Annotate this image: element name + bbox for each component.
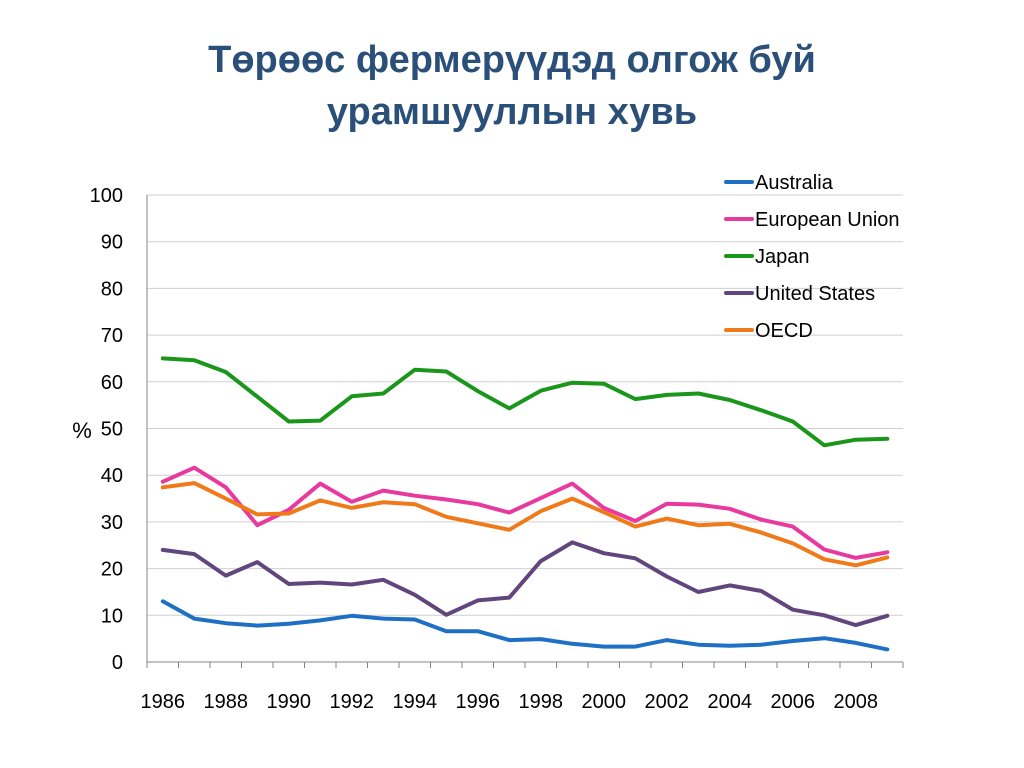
- legend-label: Japan: [755, 246, 810, 268]
- slide-title: Төрөөс фермерүүдэд олгож буй урамшууллын…: [0, 34, 1024, 138]
- y-tick-label: 20: [101, 559, 123, 581]
- x-tick-label: 1998: [519, 691, 564, 713]
- y-tick-label: 80: [101, 278, 123, 300]
- series-line-oecd: [160, 481, 890, 568]
- legend-label: Australia: [755, 172, 834, 194]
- x-axis-ticks: 1986 1988 1990 1992 1994 1996 1998 2000 2002 2004…: [141, 691, 879, 713]
- y-tick-label: 40: [101, 465, 123, 487]
- x-tick-label: 1994: [393, 691, 438, 713]
- y-tick-label: 70: [101, 325, 123, 347]
- series-line-japan: [160, 356, 890, 448]
- series-lines: [160, 356, 890, 652]
- x-tick-label: 1986: [141, 691, 186, 713]
- x-tick-label: 2002: [645, 691, 690, 713]
- legend-label: OECD: [755, 320, 813, 342]
- x-tick-label: 2008: [834, 691, 879, 713]
- y-tick-label: 30: [101, 512, 123, 534]
- y-tick-label: 60: [101, 372, 123, 394]
- y-axis-label: %: [72, 418, 92, 443]
- y-axis-ticks: 0 10 20 30 40 50 60 70 80 90 100: [90, 185, 123, 674]
- gridlines: [146, 194, 904, 668]
- y-tick-label: 0: [112, 652, 123, 674]
- legend-label: European Union: [755, 209, 900, 231]
- series-line-united-states: [160, 540, 890, 628]
- x-tick-label: 1988: [204, 691, 249, 713]
- y-tick-label: 10: [101, 605, 123, 627]
- series-line-australia: [160, 599, 890, 652]
- x-tick-label: 1996: [456, 691, 501, 713]
- legend: Australia European Union Japan United State…: [724, 172, 900, 342]
- x-tick-label: 1992: [330, 691, 375, 713]
- x-tick-label: 1990: [267, 691, 312, 713]
- y-tick-label: 50: [101, 419, 123, 441]
- slide-title-line-1: Төрөөс фермерүүдэд олгож буй: [208, 39, 816, 81]
- x-tick-label: 2000: [582, 691, 627, 713]
- x-tick-label: 2006: [771, 691, 816, 713]
- y-tick-label: 90: [101, 232, 123, 254]
- legend-label: United States: [755, 283, 875, 305]
- y-tick-label: 100: [90, 185, 123, 207]
- x-tick-label: 2004: [708, 691, 753, 713]
- slide-title-line-2: урамшууллын хувь: [326, 91, 698, 133]
